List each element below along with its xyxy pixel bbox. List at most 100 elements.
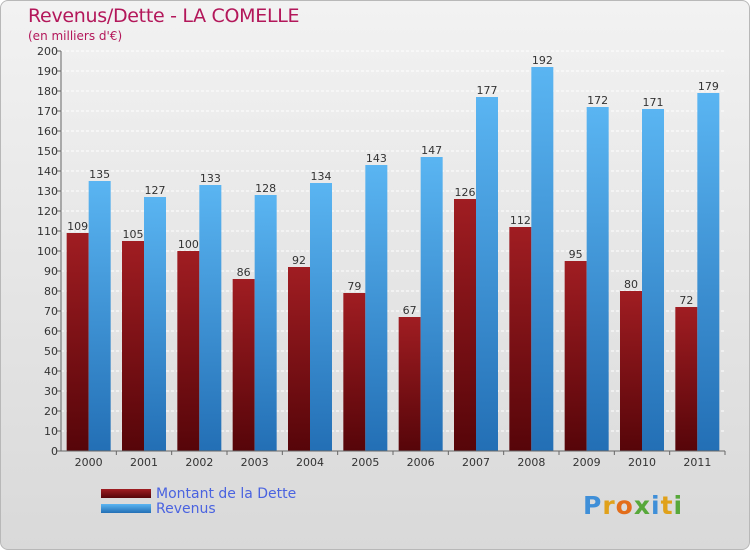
- legend-swatch-revenue: [101, 504, 151, 513]
- data-label: 67: [403, 304, 417, 317]
- data-label: 100: [178, 238, 199, 251]
- y-tick-label: 170: [37, 105, 58, 118]
- x-tick-label: 2008: [517, 456, 545, 469]
- bars: [66, 67, 720, 451]
- y-tick-label: 160: [37, 125, 58, 138]
- legend-label-debt: Montant de la Dette: [156, 486, 297, 502]
- bar-debt: [177, 251, 200, 451]
- bar-debt: [564, 261, 587, 451]
- y-tick-label: 180: [37, 85, 58, 98]
- proxiti-logo: Proxiti: [583, 491, 683, 521]
- bar-revenue: [88, 181, 111, 451]
- y-tick-label: 50: [44, 345, 58, 358]
- bar-revenue: [310, 183, 332, 451]
- logo-letter: i: [651, 491, 661, 520]
- y-tick-label: 20: [44, 405, 58, 418]
- data-label: 177: [477, 84, 498, 97]
- data-label: 95: [569, 248, 583, 261]
- bar-debt: [675, 307, 698, 451]
- data-label: 134: [311, 170, 332, 183]
- data-label: 172: [587, 94, 608, 107]
- x-tick-label: 2003: [241, 456, 269, 469]
- legend-label-revenue: Revenus: [156, 501, 216, 517]
- data-label: 192: [532, 54, 553, 67]
- x-tick-label: 2011: [683, 456, 711, 469]
- bar-debt: [454, 199, 476, 451]
- logo-letter: r: [602, 491, 616, 520]
- bar-debt: [398, 317, 421, 451]
- bar-revenue: [365, 165, 388, 451]
- logo-letter: t: [660, 491, 674, 520]
- y-tick-label: 70: [44, 305, 58, 318]
- x-tick-label: 2004: [296, 456, 324, 469]
- data-label: 112: [510, 214, 531, 227]
- logo-letter: P: [583, 491, 603, 520]
- data-label: 127: [145, 184, 166, 197]
- chart-subtitle: (en milliers d'€): [28, 29, 123, 43]
- y-tick-label: 10: [44, 425, 58, 438]
- bar-revenue: [420, 157, 443, 451]
- bar-debt: [288, 267, 310, 451]
- bar-revenue: [697, 93, 720, 451]
- bar-debt: [66, 233, 89, 451]
- bar-revenue: [531, 67, 554, 451]
- x-tick-label: 2000: [75, 456, 103, 469]
- data-label: 86: [237, 266, 251, 279]
- data-label: 92: [292, 254, 306, 267]
- bar-revenue: [476, 97, 498, 451]
- y-tick-label: 140: [37, 165, 58, 178]
- y-tick-label: 200: [37, 45, 58, 58]
- y-tick-label: 110: [37, 225, 58, 238]
- x-tick-label: 2007: [462, 456, 490, 469]
- bar-debt: [232, 279, 255, 451]
- y-tick-label: 120: [37, 205, 58, 218]
- y-tick-label: 30: [44, 385, 58, 398]
- data-label: 72: [679, 294, 693, 307]
- data-label: 133: [200, 172, 221, 185]
- x-tick-label: 2006: [407, 456, 435, 469]
- bar-debt: [620, 291, 642, 451]
- bar-revenue: [254, 195, 277, 451]
- data-label: 109: [67, 220, 88, 233]
- data-labels: 109 135 105 127 100 133 86 128 92 134 79 143 67 147 12…: [67, 54, 719, 317]
- chart-title: Revenus/Dette - LA COMELLE: [28, 5, 300, 27]
- y-tick-label: 130: [37, 185, 58, 198]
- data-label: 135: [89, 168, 110, 181]
- y-tick-label: 80: [44, 285, 58, 298]
- y-tick-label: 150: [37, 145, 58, 158]
- x-tick-label: 2002: [185, 456, 213, 469]
- y-tick-label: 90: [44, 265, 58, 278]
- data-label: 80: [624, 278, 638, 291]
- logo-letter: o: [615, 491, 634, 520]
- y-tick-label: 60: [44, 325, 58, 338]
- x-tick-label: 2009: [573, 456, 601, 469]
- data-label: 128: [255, 182, 276, 195]
- logo-letter: i: [673, 491, 684, 520]
- data-label: 79: [347, 280, 361, 293]
- bar-revenue: [144, 197, 166, 451]
- data-label: 171: [643, 96, 664, 109]
- data-label: 143: [366, 152, 387, 165]
- bar-revenue: [642, 109, 664, 451]
- y-tick-label: 0: [51, 445, 58, 458]
- x-tick-label: 2005: [351, 456, 379, 469]
- x-tick-label: 2001: [130, 456, 158, 469]
- bar-debt: [343, 293, 366, 451]
- x-tick-label: 2010: [628, 456, 656, 469]
- data-label: 147: [421, 144, 442, 157]
- grid-lines: [61, 50, 725, 452]
- data-label: 105: [123, 228, 144, 241]
- y-tick-label: 40: [44, 365, 58, 378]
- y-tick-label: 190: [37, 65, 58, 78]
- bar-revenue: [586, 107, 609, 451]
- logo-letter: x: [633, 491, 651, 520]
- bar-revenue: [199, 185, 222, 451]
- bar-debt: [122, 241, 144, 451]
- data-label: 179: [698, 80, 719, 93]
- bar-debt: [509, 227, 532, 451]
- data-label: 126: [455, 186, 476, 199]
- legend-swatch-debt: [101, 489, 151, 498]
- axes: 0 10 20 30 40 50 60 70 80 90 100 110 120 130 140 150 160…: [37, 45, 726, 469]
